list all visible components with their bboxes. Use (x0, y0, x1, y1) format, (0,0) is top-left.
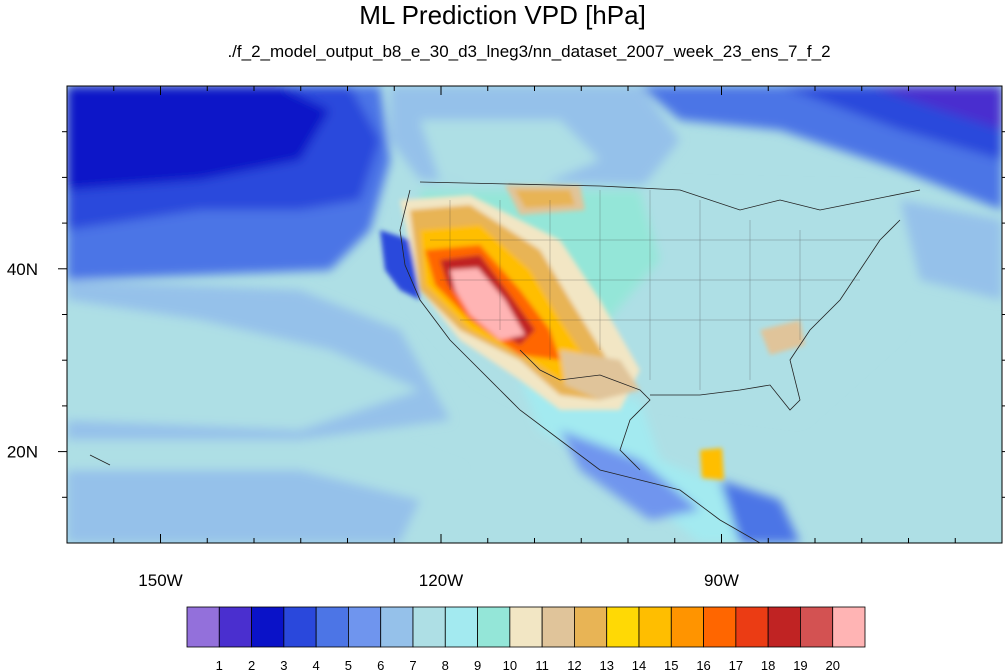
colorbar-label: 7 (409, 658, 416, 672)
colorbar-swatch (703, 606, 737, 648)
colorbar-label: 15 (664, 658, 678, 672)
colorbar-swatch (832, 606, 866, 648)
colorbar-swatch (444, 606, 478, 648)
colorbar-label: 6 (377, 658, 384, 672)
colorbar-label: 1 (216, 658, 223, 672)
colorbar-label: 16 (696, 658, 710, 672)
lon-tick-label: 150W (138, 571, 182, 590)
colorbar-label: 14 (632, 658, 646, 672)
lon-tick-label: 120W (419, 571, 463, 590)
colorbar-swatch (606, 606, 640, 648)
colorbar-swatch (670, 606, 704, 648)
axis-ticks: 150W 120W 90W 40N 20N (7, 86, 1005, 590)
colorbar-swatch (800, 606, 834, 648)
colorbar-label: 17 (729, 658, 743, 672)
colorbar-swatch (767, 606, 801, 648)
colorbar-swatch (315, 606, 349, 648)
colorbar-swatch (251, 606, 285, 648)
colorbar-swatch (574, 606, 608, 648)
colorbar-swatch (735, 606, 769, 648)
colorbar-swatch (638, 606, 672, 648)
colorbar: 1 2 3 4 5 6 7 8 9 10 11 12 13 14 15 16 17 18 19 20 (186, 606, 866, 672)
colorbar-label: 3 (280, 658, 287, 672)
lat-tick-label: 40N (7, 260, 38, 279)
lat-tick-label: 20N (7, 443, 38, 462)
colorbar-swatch (541, 606, 575, 648)
colorbar-label: 13 (599, 658, 613, 672)
colorbar-label: 2 (248, 658, 255, 672)
colorbar-swatch (380, 606, 414, 648)
lon-tick-label: 90W (704, 571, 739, 590)
colorbar-swatch (509, 606, 543, 648)
colorbar-label: 10 (503, 658, 517, 672)
map-title: ML Prediction VPD [hPa] (359, 0, 646, 30)
map-subtitle: ./f_2_model_output_b8_e_30_d3_lneg3/nn_d… (227, 42, 831, 61)
colorbar-label: 12 (567, 658, 581, 672)
colorbar-swatch (412, 606, 446, 648)
colorbar-swatch (477, 606, 511, 648)
colorbar-swatch (218, 606, 252, 648)
colorbar-swatch (283, 606, 317, 648)
colorbar-label: 11 (535, 658, 549, 672)
colorbar-label: 19 (793, 658, 807, 672)
colorbar-swatch (348, 606, 382, 648)
colorbar-label: 20 (825, 658, 839, 672)
colorbar-label: 8 (442, 658, 449, 672)
colorbar-label: 4 (313, 658, 320, 672)
vpd-field (67, 86, 1002, 543)
colorbar-label: 9 (474, 658, 481, 672)
colorbar-swatch (186, 606, 220, 648)
colorbar-label: 5 (345, 658, 352, 672)
colorbar-label: 18 (761, 658, 775, 672)
